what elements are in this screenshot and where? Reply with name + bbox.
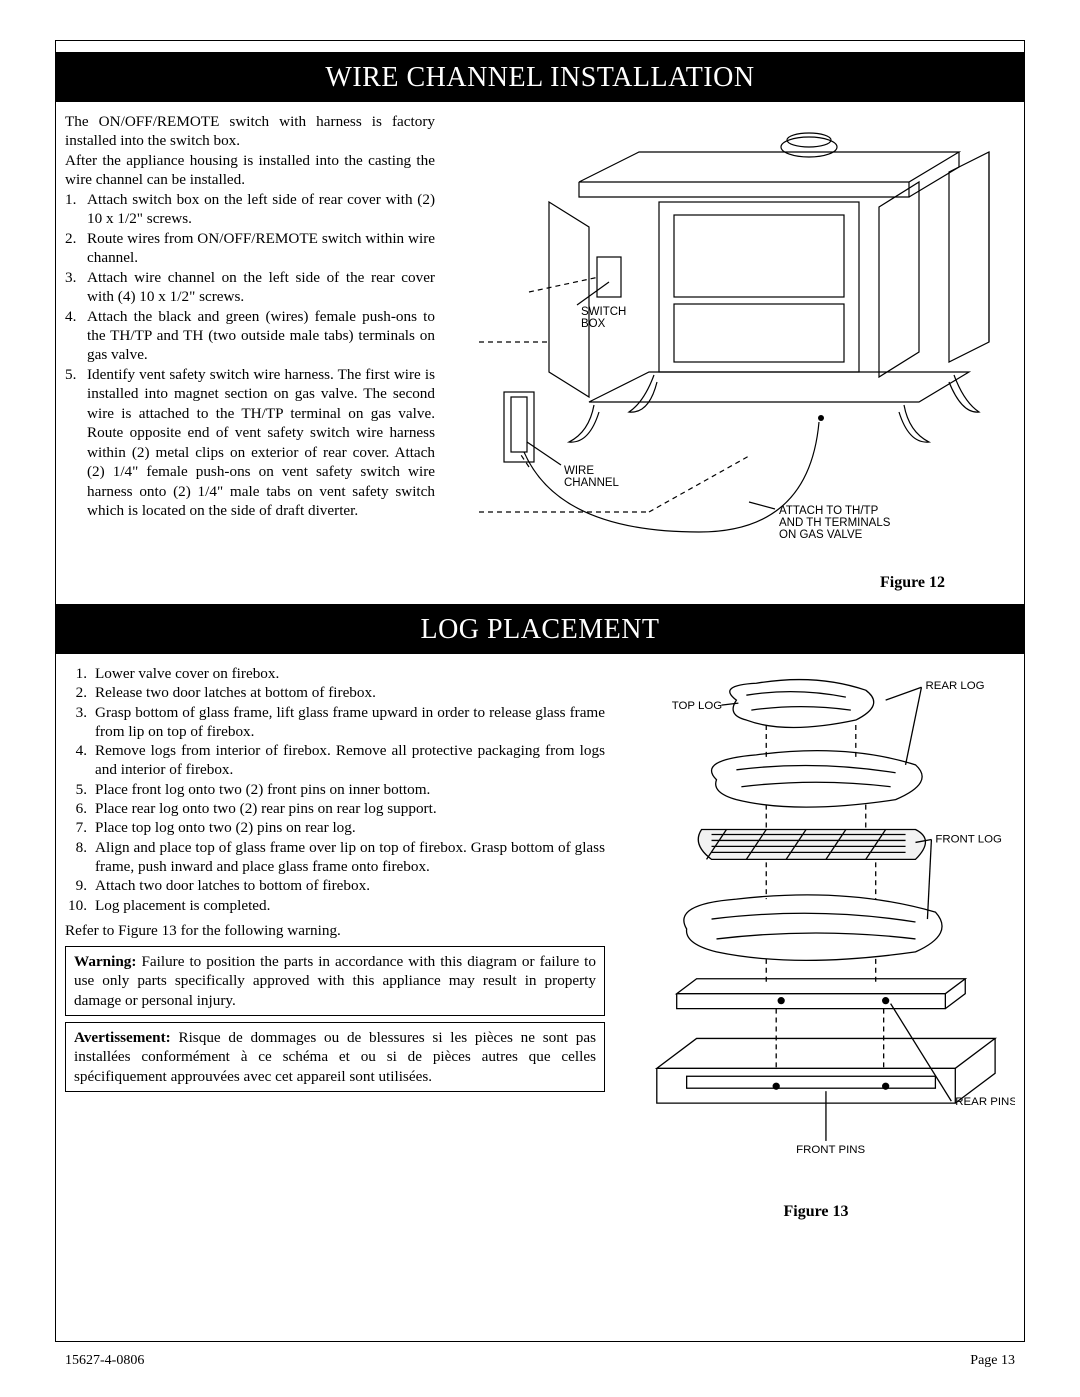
step-row: 5.Place front log onto two (2) front pin…: [65, 780, 605, 799]
section1-intro1: The ON/OFF/REMOTE switch with harness is…: [65, 112, 435, 151]
step-text: Align and place top of glass frame over …: [95, 838, 605, 877]
section1-text-column: The ON/OFF/REMOTE switch with harness is…: [65, 112, 435, 592]
svg-text:SWITCHBOX: SWITCHBOX: [581, 306, 626, 330]
step-row: 10.Log placement is completed.: [65, 896, 605, 915]
step-text: Remove logs from interior of firebox. Re…: [95, 741, 605, 780]
step-text: Identify vent safety switch wire harness…: [87, 365, 435, 521]
step-num: 10.: [65, 896, 95, 915]
step-row: 5.Identify vent safety switch wire harne…: [65, 365, 435, 521]
section1-header: WIRE CHANNEL INSTALLATION: [55, 52, 1025, 102]
step-row: 3.Grasp bottom of glass frame, lift glas…: [65, 703, 605, 742]
step-num: 7.: [65, 818, 95, 837]
footer-page-number: Page 13: [970, 1353, 1015, 1369]
label-rear-log: REAR LOG: [925, 680, 984, 692]
step-text: Place front log onto two (2) front pins …: [95, 780, 605, 799]
footer-doc-id: 15627-4-0806: [65, 1353, 144, 1369]
step-row: 2.Route wires from ON/OFF/REMOTE switch …: [65, 229, 435, 268]
step-num: 4.: [65, 307, 87, 365]
section1-steps: 1.Attach switch box on the left side of …: [65, 190, 435, 521]
section1-figure: SWITCHBOX WIRECHANNEL ATTACH TO TH/TPAND…: [443, 112, 1015, 592]
figure12-caption: Figure 12: [880, 574, 1015, 592]
step-num: 5.: [65, 365, 87, 521]
section1-body: The ON/OFF/REMOTE switch with harness is…: [55, 112, 1025, 592]
section2-header: LOG PLACEMENT: [55, 604, 1025, 654]
page-content: WIRE CHANNEL INSTALLATION The ON/OFF/REM…: [55, 40, 1025, 1221]
step-row: 1.Attach switch box on the left side of …: [65, 190, 435, 229]
step-text: Grasp bottom of glass frame, lift glass …: [95, 703, 605, 742]
svg-text:WIRECHANNEL: WIRECHANNEL: [564, 465, 620, 489]
logs-diagram: TOP LOG REAR LOG FRONT LOG REAR PINS FRO…: [617, 664, 1015, 1194]
step-num: 1.: [65, 664, 95, 683]
step-text: Attach two door latches to bottom of fir…: [95, 876, 605, 895]
step-text: Route wires from ON/OFF/REMOTE switch wi…: [87, 229, 435, 268]
step-num: 2.: [65, 229, 87, 268]
step-row: 4.Remove logs from interior of firebox. …: [65, 741, 605, 780]
step-row: 7.Place top log onto two (2) pins on rea…: [65, 818, 605, 837]
step-row: 2.Release two door latches at bottom of …: [65, 683, 605, 702]
stove-diagram: SWITCHBOX WIRECHANNEL ATTACH TO TH/TPAND…: [443, 112, 1015, 572]
warning-label-fr: Avertissement:: [74, 1029, 171, 1046]
label-top-log: TOP LOG: [672, 700, 723, 712]
warning-box-fr: Avertissement: Risque de dommages ou de …: [65, 1022, 605, 1092]
step-text: Attach wire channel on the left side of …: [87, 268, 435, 307]
label-front-log: FRONT LOG: [935, 833, 1002, 845]
step-num: 6.: [65, 799, 95, 818]
warning-box-en: Warning: Failure to position the parts i…: [65, 946, 605, 1016]
step-text: Attach switch box on the left side of re…: [87, 190, 435, 229]
step-text: Release two door latches at bottom of fi…: [95, 683, 605, 702]
svg-text:ATTACH TO TH/TPAND TH TERMINAL: ATTACH TO TH/TPAND TH TERMINALSON GAS VA…: [779, 505, 891, 541]
step-num: 2.: [65, 683, 95, 702]
step-num: 3.: [65, 703, 95, 742]
refer-text: Refer to Figure 13 for the following war…: [65, 921, 605, 940]
step-text: Attach the black and green (wires) femal…: [87, 307, 435, 365]
label-rear-pins: REAR PINS: [955, 1096, 1015, 1108]
step-num: 1.: [65, 190, 87, 229]
section2-figure: TOP LOG REAR LOG FRONT LOG REAR PINS FRO…: [617, 664, 1015, 1221]
step-text: Place rear log onto two (2) rear pins on…: [95, 799, 605, 818]
step-text: Lower valve cover on firebox.: [95, 664, 605, 683]
step-row: 3.Attach wire channel on the left side o…: [65, 268, 435, 307]
step-num: 5.: [65, 780, 95, 799]
step-num: 9.: [65, 876, 95, 895]
step-row: 8.Align and place top of glass frame ove…: [65, 838, 605, 877]
step-text: Log placement is completed.: [95, 896, 605, 915]
warning-label-en: Warning:: [74, 953, 136, 970]
step-num: 8.: [65, 838, 95, 877]
section2-body: 1.Lower valve cover on firebox. 2.Releas…: [55, 664, 1025, 1221]
step-row: 1.Lower valve cover on firebox.: [65, 664, 605, 683]
step-text: Place top log onto two (2) pins on rear …: [95, 818, 605, 837]
page-footer: 15627-4-0806 Page 13: [65, 1353, 1015, 1369]
section2-steps: 1.Lower valve cover on firebox. 2.Releas…: [65, 664, 605, 915]
label-front-pins: FRONT PINS: [796, 1144, 865, 1156]
section2-text-column: 1.Lower valve cover on firebox. 2.Releas…: [65, 664, 605, 1221]
step-row: 4.Attach the black and green (wires) fem…: [65, 307, 435, 365]
step-num: 4.: [65, 741, 95, 780]
step-row: 9.Attach two door latches to bottom of f…: [65, 876, 605, 895]
figure13-caption: Figure 13: [617, 1203, 1015, 1221]
section1-intro2: After the appliance housing is installed…: [65, 151, 435, 190]
step-num: 3.: [65, 268, 87, 307]
warning-text-en: Failure to position the parts in accorda…: [74, 953, 596, 1009]
step-row: 6.Place rear log onto two (2) rear pins …: [65, 799, 605, 818]
